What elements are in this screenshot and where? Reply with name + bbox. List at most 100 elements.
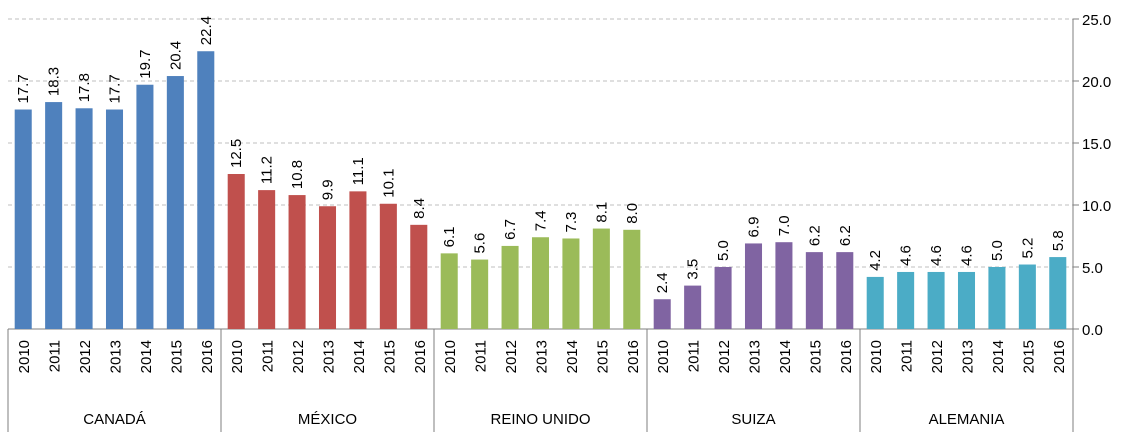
value-label: 6.2 [806,225,823,246]
x-tick-label: 2014 [777,340,794,373]
bar [75,108,93,329]
value-label: 17.7 [107,74,124,103]
value-label: 4.6 [959,245,976,266]
bar [1018,264,1036,329]
x-tick-label: 2013 [321,340,338,373]
bar [805,252,823,329]
x-tick-label: 2012 [716,340,733,373]
value-label: 8.0 [624,203,641,224]
x-tick-label: 2014 [990,340,1007,373]
x-tick-label: 2010 [868,340,885,373]
bar [957,271,976,329]
bar [258,190,276,329]
bar [653,299,671,329]
x-tick-label: 2011 [473,340,490,372]
bar [197,51,215,330]
value-label: 8.4 [411,198,428,219]
x-tick-label: 2016 [412,340,429,373]
bar [897,271,915,329]
value-label: 6.1 [441,227,458,248]
value-label: 6.9 [746,217,763,238]
x-tick-label: 2016 [838,340,855,373]
x-tick-label: 2016 [1051,340,1068,373]
x-tick-label: 2010 [229,340,246,373]
x-tick-label: 2012 [503,340,520,373]
x-tick-label: 2013 [747,340,764,373]
x-tick-label: 2010 [655,340,672,373]
bar [836,252,854,329]
x-tick-label: 2010 [16,340,33,373]
bar [14,109,32,330]
bar [1049,257,1067,329]
value-label: 11.1 [350,157,367,185]
value-label: 7.0 [776,215,793,236]
x-tick-label: 2011 [899,340,916,372]
group-label: REINO UNIDO [490,411,590,428]
x-tick-label: 2011 [686,340,703,372]
x-tick-label: 2010 [442,340,459,373]
bar [318,206,337,329]
bar [379,203,397,329]
value-label: 2.4 [654,272,671,293]
bar [927,271,945,329]
bar [45,102,63,329]
value-label: 7.3 [563,212,580,233]
value-label: 19.7 [137,50,154,79]
value-label: 20.4 [167,41,184,70]
group-label: ALEMANIA [929,411,1005,428]
x-tick-label: 2011 [47,340,64,372]
value-label: 17.8 [76,73,93,102]
x-tick-label: 2013 [960,340,977,373]
bar [866,276,884,329]
y-tick-label: 15.0 [1082,136,1111,153]
value-label: 5.8 [1050,230,1067,251]
y-tick-label: 5.0 [1082,260,1103,277]
x-tick-label: 2015 [168,340,185,373]
value-label: 4.6 [898,245,915,266]
value-label: 6.2 [837,225,854,246]
bar [775,242,793,329]
value-label: 10.8 [289,160,306,189]
bar [227,174,245,329]
x-tick-label: 2011 [260,340,277,372]
x-tick-label: 2015 [594,340,611,373]
x-tick-label: 2015 [1020,340,1037,373]
value-label: 9.9 [320,179,337,200]
group-label: MÉXICO [298,411,357,428]
x-tick-label: 2012 [77,340,94,373]
x-tick-label: 2016 [625,340,642,373]
bar [592,228,610,329]
x-tick-label: 2014 [564,340,581,373]
bar [410,224,428,329]
value-label: 7.4 [533,210,550,231]
value-label: 17.7 [15,74,32,103]
value-label: 5.0 [989,240,1006,261]
group-label: SUIZA [731,411,775,428]
value-label: 10.1 [380,169,397,198]
x-tick-label: 2012 [290,340,307,373]
x-tick-label: 2013 [534,340,551,373]
bar [988,267,1006,329]
value-label: 4.2 [867,250,884,271]
bar [531,237,550,329]
x-tick-label: 2014 [351,340,368,373]
bar [288,195,306,329]
bar [136,84,154,329]
bar [349,191,367,329]
value-label: 5.2 [1019,238,1036,259]
x-tick-label: 2015 [381,340,398,373]
x-tick-label: 2014 [138,340,155,373]
bar [714,267,732,329]
value-label: 5.6 [472,233,489,254]
x-tick-label: 2013 [108,340,125,373]
bar [744,243,763,329]
y-tick-label: 25.0 [1082,12,1111,29]
group-label: CANADÁ [83,411,146,428]
bar [471,259,489,329]
value-label: 18.3 [46,67,63,96]
value-label: 22.4 [198,16,215,45]
bar [440,253,458,329]
bar [562,238,580,329]
value-label: 11.2 [259,156,276,184]
